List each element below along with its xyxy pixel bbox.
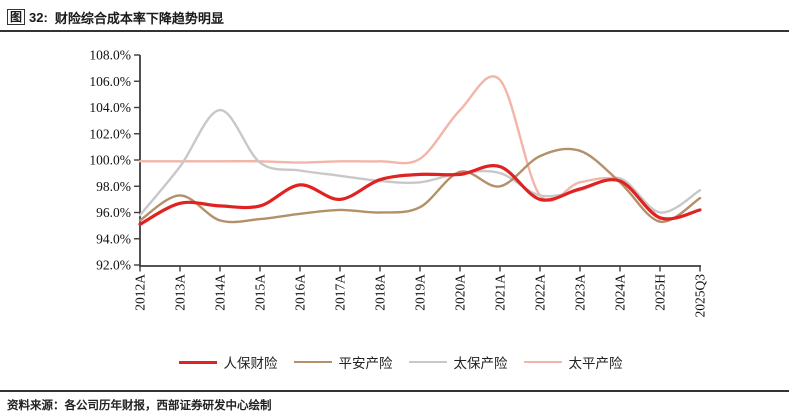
legend-item-3: 太平产险 [523,352,623,372]
series-line-2 [138,108,702,217]
line-chart: 108.0% 106.0% 104.0% 102.0% 100.0% 98.0% 96.0%… [0,32,801,388]
series-line-1 [138,147,702,224]
legend-item-1: 平安产险 [293,352,393,372]
x-tick-label: 2017A [333,274,348,311]
legend-label: 太平产险 [568,356,623,371]
x-tick-label: 2018A [373,274,388,311]
chart-legend: 人保财险 平安产险 太保产险 太平产险 [0,352,801,372]
x-tick-label: 2013A [173,274,188,311]
y-tick-label: 108.0% [89,48,131,63]
x-tick-label: 2025H [653,274,668,311]
x-tick-label: 2020A [453,274,468,311]
y-tick-label: 96.0% [96,205,131,220]
legend-swatch-icon [178,360,217,364]
x-tick-label: 2025Q3 [693,274,708,318]
figure-number: 32: [29,9,48,25]
y-tick-label: 104.0% [89,100,131,115]
footer-divider [0,390,789,392]
y-tick-label: 100.0% [89,153,131,168]
legend-item-0: 人保财险 [178,352,278,372]
x-tick-label: 2012A [133,274,148,311]
x-tick-label: 2014A [213,274,228,311]
figure-title: 财险综合成本率下降趋势明显 [54,10,224,26]
figure-tag-icon: 图 [7,9,26,25]
legend-swatch-icon [523,361,562,363]
x-tick-label: 2021A [493,274,508,311]
legend-label: 太保产险 [453,356,508,371]
x-tick-label: 2015A [253,274,268,311]
legend-item-2: 太保产险 [408,352,508,372]
legend-swatch-icon [408,361,447,363]
series-line-3 [138,75,662,221]
figure-title-row: 图 32: 财险综合成本率下降趋势明显 [7,6,224,28]
header-divider [0,30,789,32]
y-tick-label: 106.0% [89,74,131,89]
legend-label: 人保财险 [223,356,278,371]
legend-label: 平安产险 [338,356,393,371]
source-note: 资料来源：各公司历年财报，西部证券研发中心绘制 [7,400,272,412]
y-tick-label: 92.0% [96,258,131,273]
x-tick-label: 2023A [573,274,588,311]
x-tick-label: 2016A [293,274,308,311]
x-tick-label: 2022A [533,274,548,311]
x-tick-label: 2019A [413,274,428,311]
y-tick-label: 98.0% [96,179,131,194]
y-tick-label: 102.0% [89,126,131,141]
x-tick-label: 2024A [613,274,628,311]
chart-canvas: 108.0% 106.0% 104.0% 102.0% 100.0% 98.0% 96.0%… [89,48,708,318]
series-line-0 [138,164,702,226]
y-tick-label: 94.0% [96,231,131,246]
legend-swatch-icon [293,361,332,363]
